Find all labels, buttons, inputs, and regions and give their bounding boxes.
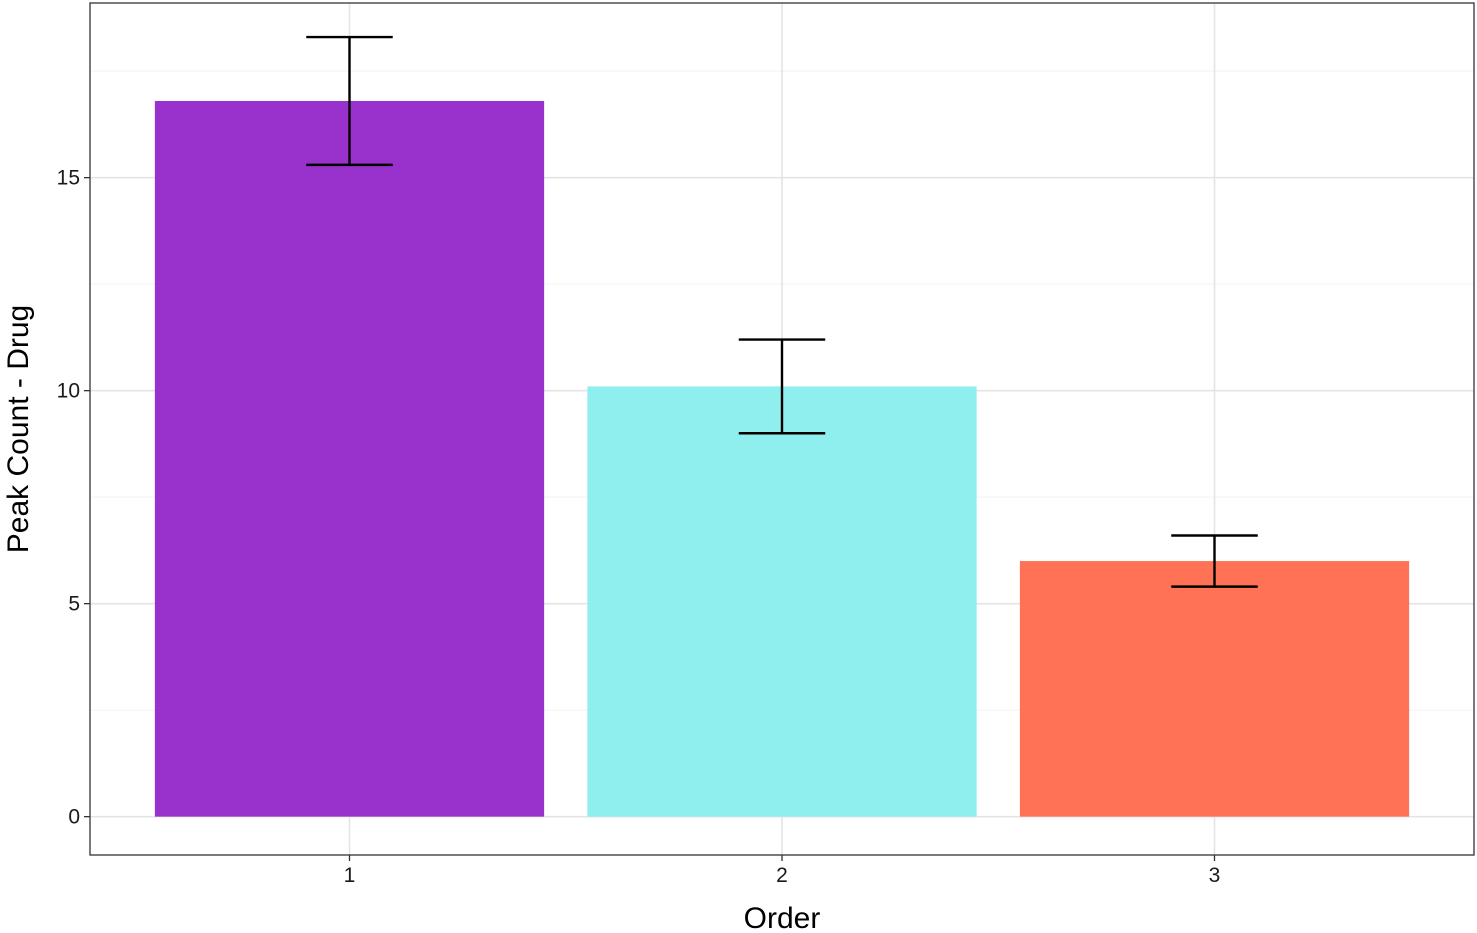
bar-1 [154, 100, 545, 817]
bars-layer [154, 100, 1410, 817]
x-tick-label: 3 [1209, 864, 1221, 887]
y-tick-label: 5 [68, 593, 80, 616]
y-tick-label: 15 [57, 167, 80, 190]
x-tick-label: 2 [776, 864, 788, 887]
error-bars-layer [306, 35, 1258, 588]
bar-3 [1019, 561, 1410, 817]
y-tick-label: 10 [57, 380, 80, 403]
x-tick-label: 1 [344, 864, 356, 887]
y-tick-label: 0 [68, 806, 80, 829]
bar-2 [587, 386, 977, 817]
y-axis-title: Peak Count - Drug [2, 305, 35, 553]
axis-layer: 0 5 10 15 1 2 3 [57, 167, 1221, 887]
x-axis-title: Order [744, 902, 821, 933]
